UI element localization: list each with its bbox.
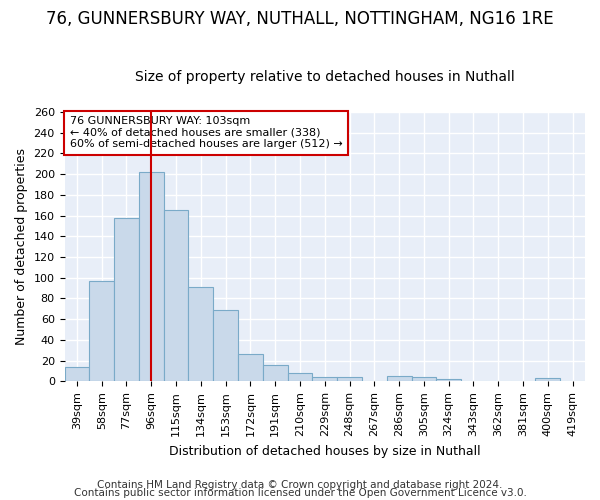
Bar (313, 377, 337, 382)
Bar (337, 377, 362, 382)
Bar (238, 354, 263, 382)
X-axis label: Distribution of detached houses by size in Nuthall: Distribution of detached houses by size … (169, 444, 481, 458)
Bar (436, 379, 461, 382)
Bar (65, 367, 89, 382)
Bar (535, 378, 560, 382)
Text: Contains public sector information licensed under the Open Government Licence v3: Contains public sector information licen… (74, 488, 526, 498)
Bar (213, 310, 238, 382)
Bar (188, 287, 213, 382)
Bar (412, 377, 436, 382)
Bar (89, 281, 114, 382)
Title: Size of property relative to detached houses in Nuthall: Size of property relative to detached ho… (135, 70, 515, 85)
Y-axis label: Number of detached properties: Number of detached properties (15, 148, 28, 345)
Text: 76 GUNNERSBURY WAY: 103sqm
← 40% of detached houses are smaller (338)
60% of sem: 76 GUNNERSBURY WAY: 103sqm ← 40% of deta… (70, 116, 343, 150)
Bar (263, 364, 287, 382)
Bar (139, 172, 164, 382)
Bar (164, 210, 188, 382)
Text: Contains HM Land Registry data © Crown copyright and database right 2024.: Contains HM Land Registry data © Crown c… (97, 480, 503, 490)
Text: 76, GUNNERSBURY WAY, NUTHALL, NOTTINGHAM, NG16 1RE: 76, GUNNERSBURY WAY, NUTHALL, NOTTINGHAM… (46, 10, 554, 28)
Bar (114, 218, 139, 382)
Bar (387, 376, 412, 382)
Bar (287, 373, 313, 382)
